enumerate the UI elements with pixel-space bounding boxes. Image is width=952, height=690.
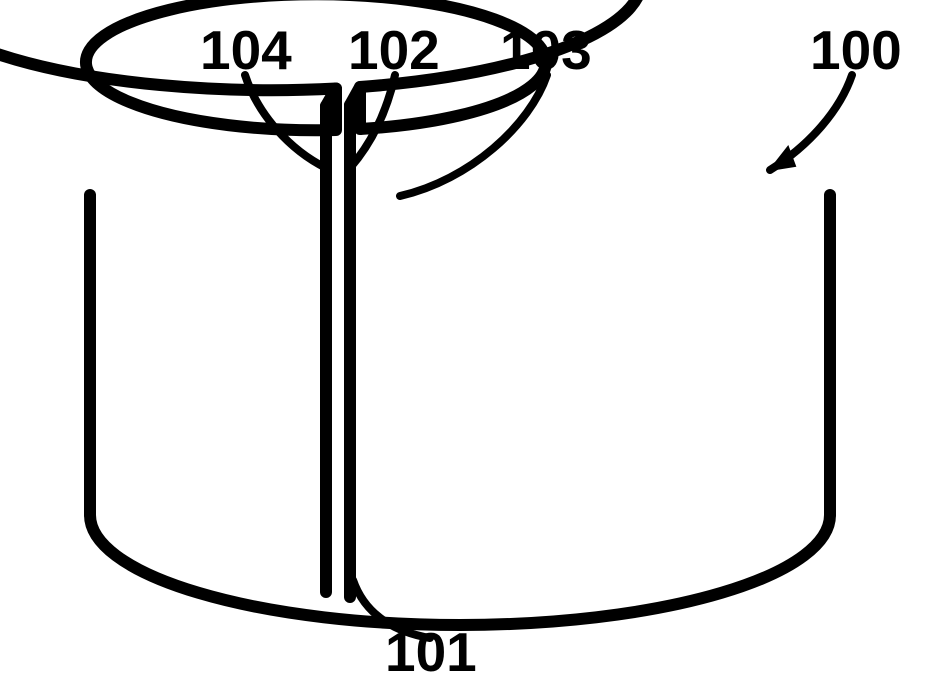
inner-top-ellipse — [86, 0, 546, 130]
label-102: 102 — [348, 18, 440, 82]
label-101: 101 — [385, 620, 477, 684]
label-104: 104 — [200, 18, 292, 82]
label-103: 103 — [500, 18, 592, 82]
label-100: 100 — [810, 18, 902, 82]
outer-bottom-arc — [90, 515, 830, 625]
ring-figure — [0, 0, 952, 690]
